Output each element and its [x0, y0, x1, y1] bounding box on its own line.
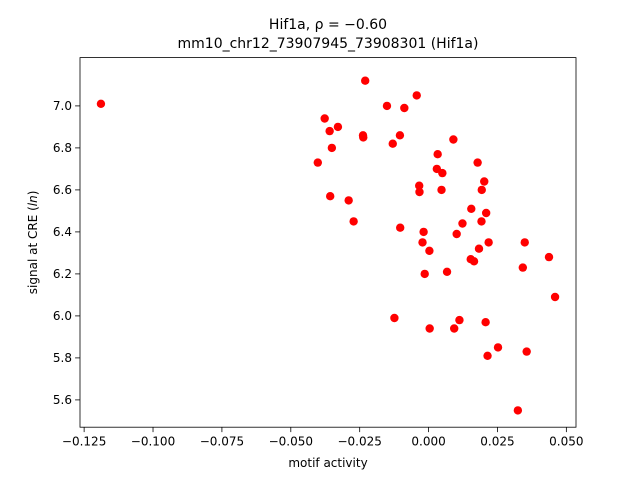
data-point	[544, 252, 554, 262]
data-point	[513, 406, 523, 415]
data-point	[449, 135, 458, 144]
data-point	[361, 76, 370, 85]
data-point	[518, 263, 528, 272]
y-tick-label: 6.4	[53, 225, 72, 239]
x-axis-label: motif activity	[288, 456, 367, 470]
plot-frame	[79, 57, 577, 428]
data-point	[483, 351, 492, 360]
y-tick-label: 5.6	[53, 393, 72, 407]
data-point	[452, 229, 461, 239]
data-point	[522, 347, 531, 356]
y-axis-label-suffix: )	[26, 191, 40, 196]
data-point	[484, 238, 493, 247]
data-point	[425, 246, 434, 255]
data-point	[438, 168, 447, 178]
y-tick-label: 6.8	[53, 141, 72, 155]
y-tick-label: 6.0	[53, 309, 72, 323]
data-point	[455, 315, 464, 325]
data-point	[477, 185, 486, 195]
data-point	[473, 158, 482, 167]
x-tick-label: −0.125	[62, 435, 106, 449]
data-point	[420, 269, 429, 279]
x-tick-label: 0.000	[411, 435, 445, 449]
data-point	[474, 244, 484, 253]
data-point	[437, 185, 446, 195]
y-tick-label: 5.8	[53, 351, 72, 365]
y-tick-label: 6.2	[53, 267, 72, 281]
data-point	[96, 99, 106, 109]
data-point	[425, 324, 434, 333]
data-point	[442, 267, 452, 276]
data-point	[412, 91, 421, 100]
x-tick-label: 0.025	[480, 435, 514, 449]
data-point	[419, 227, 428, 237]
x-tick-label: 0.050	[549, 435, 583, 449]
chart-title-rho: ρ = −0.60	[315, 17, 387, 33]
data-point	[313, 158, 322, 167]
y-tick-label: 6.6	[53, 183, 72, 197]
x-tick-label: −0.025	[337, 435, 381, 449]
y-axis-label-italic: ln	[26, 195, 40, 206]
data-point	[349, 217, 358, 226]
data-point	[467, 204, 476, 213]
data-point	[469, 257, 479, 266]
data-point	[450, 324, 459, 333]
data-point	[418, 238, 427, 247]
data-point	[396, 223, 405, 232]
data-point	[344, 196, 353, 205]
data-point	[480, 177, 489, 186]
data-point	[395, 131, 405, 140]
data-point	[400, 103, 409, 113]
data-point	[493, 343, 503, 352]
y-axis-ticks: 5.6 5.8 6.0 6.2 6.4 6.6 6.8 7.0	[53, 99, 80, 407]
x-tick-label: −0.100	[131, 435, 175, 449]
data-point	[481, 318, 490, 327]
y-axis-label: signal at CRE (ln)	[26, 191, 40, 295]
data-point	[481, 208, 491, 218]
data-point	[359, 133, 368, 142]
x-tick-label: −0.050	[269, 435, 313, 449]
data-point	[333, 122, 343, 132]
y-axis-label-prefix: signal at CRE (	[26, 206, 40, 294]
data-point	[382, 101, 392, 111]
chart-title-line-1: Hif1a, ρ = −0.60	[269, 17, 387, 33]
chart-title-line-2: mm10_chr12_73907945_73908301 (Hif1a)	[178, 36, 479, 52]
chart-title-prefix: Hif1a,	[269, 17, 315, 33]
data-point	[327, 143, 337, 153]
data-point	[415, 187, 424, 197]
data-point	[520, 238, 529, 247]
data-point	[550, 292, 560, 302]
data-point	[326, 192, 335, 201]
data-point	[415, 181, 424, 190]
data-point	[477, 217, 486, 226]
x-tick-label: −0.075	[200, 435, 244, 449]
data-points	[96, 76, 560, 415]
data-point	[325, 126, 334, 136]
y-tick-label: 7.0	[53, 99, 72, 113]
data-point	[390, 313, 399, 323]
data-point	[433, 150, 442, 159]
x-axis-ticks: −0.125 −0.100 −0.075 −0.050 −0.025 0.000 0.025…	[62, 427, 584, 449]
data-point	[388, 139, 397, 148]
data-point	[320, 114, 329, 123]
data-point	[458, 219, 467, 228]
